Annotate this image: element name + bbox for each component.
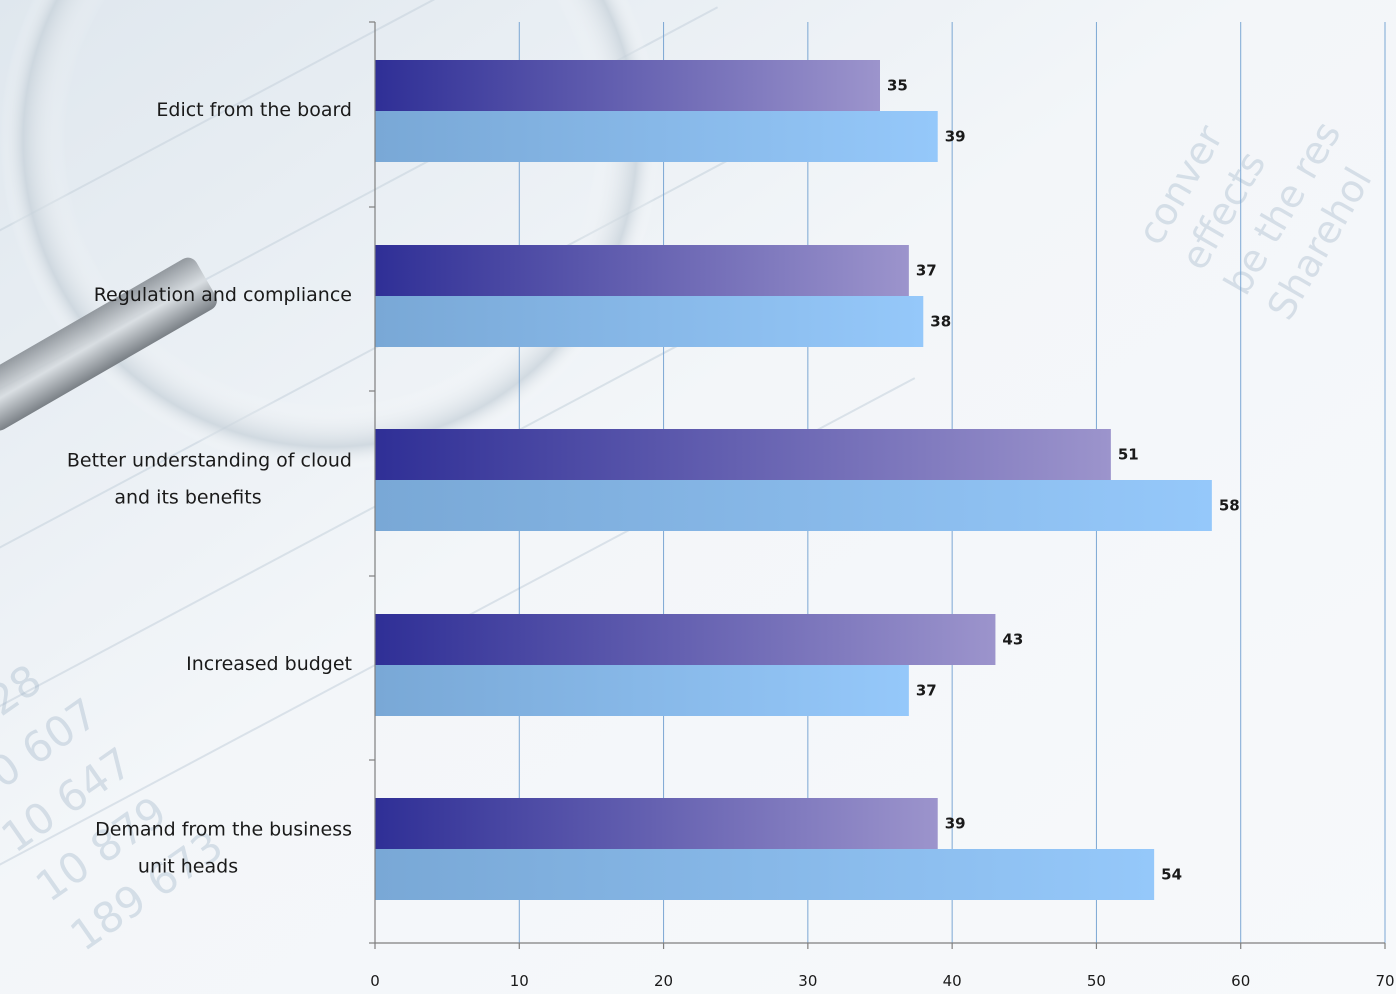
- bar-value-label: 58: [1219, 497, 1240, 515]
- category-label: Better understanding of cloud and its ben…: [67, 450, 352, 509]
- axes: [369, 21, 1385, 944]
- x-tick-label: 40: [943, 972, 962, 990]
- bar-value-label: 39: [945, 128, 966, 146]
- x-tick-label: 60: [1231, 972, 1250, 990]
- bar-series-1: [375, 245, 909, 296]
- bar-value-label: 54: [1161, 866, 1182, 884]
- x-tick-label: 20: [654, 972, 673, 990]
- x-axis-ticks: 0 10 20 30 40 50 60 70: [370, 943, 1395, 990]
- bar-series-2: [375, 296, 924, 347]
- bar-value-label: 39: [945, 815, 966, 833]
- bar-series-1: [375, 60, 880, 111]
- bar-series-2: [375, 111, 938, 162]
- x-tick-label: 30: [798, 972, 817, 990]
- bar-series-1: [375, 429, 1111, 480]
- bar-value-label: 35: [887, 77, 908, 95]
- bar-series-2: [375, 665, 909, 716]
- bar-value-label: 38: [930, 313, 951, 331]
- bars: [375, 60, 1212, 900]
- x-tick-label: 10: [510, 972, 529, 990]
- bar-series-1: [375, 614, 996, 665]
- category-label: Increased budget: [186, 653, 352, 675]
- bar-series-1: [375, 798, 938, 849]
- bar-series-2: [375, 849, 1155, 900]
- x-tick-label: 0: [370, 972, 380, 990]
- bar-value-label: 37: [916, 262, 937, 280]
- data-labels: 35 39 37 38 51 58 43 37 39 54: [887, 77, 1240, 884]
- bar-value-label: 43: [1002, 631, 1023, 649]
- category-label: Edict from the board: [156, 99, 352, 121]
- x-tick-label: 50: [1087, 972, 1106, 990]
- category-labels: Edict from the board Regulation and compl…: [67, 99, 352, 878]
- bar-series-2: [375, 480, 1212, 531]
- x-tick-label: 70: [1375, 972, 1394, 990]
- bar-value-label: 37: [916, 682, 937, 700]
- category-label: Regulation and compliance: [94, 284, 352, 306]
- bar-value-label: 51: [1118, 446, 1139, 464]
- category-label: Demand from the business unit heads: [95, 819, 352, 878]
